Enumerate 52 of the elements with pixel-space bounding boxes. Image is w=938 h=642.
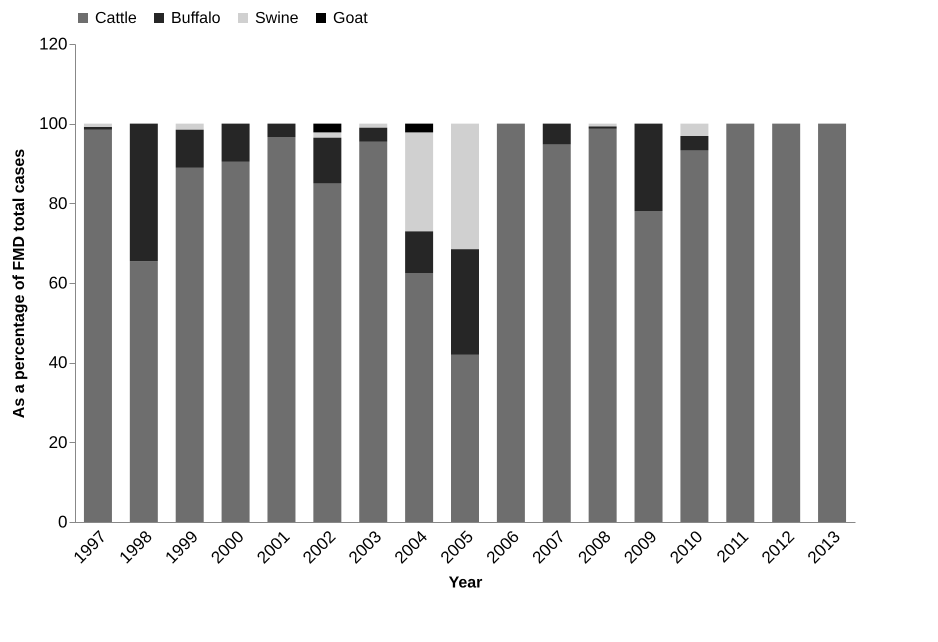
y-tick-label: 60 [48,274,68,292]
legend-label: Swine [255,10,299,27]
y-axis-title: As a percentage of FMD total cases [11,148,28,418]
bar [130,124,158,262]
bar [634,124,663,212]
y-tick-label: 40 [48,353,68,372]
bar [130,261,158,522]
bar [405,231,434,274]
bar [634,211,663,522]
bar [359,124,388,128]
bar [680,136,708,150]
bar [680,150,708,522]
bar [176,130,204,168]
bar [267,137,296,522]
bar [84,126,112,130]
bar [726,124,754,522]
bar [359,128,388,142]
legend-label: Cattle [95,10,137,27]
bar [542,124,571,144]
bar [405,124,434,132]
bar [772,124,800,522]
bar [84,124,112,127]
bar [542,144,571,522]
bar [588,128,617,522]
y-tick-label: 120 [39,34,68,54]
bar [222,162,250,522]
bar [84,130,112,522]
bar [588,124,617,126]
bar [313,124,342,132]
bar [267,124,296,138]
bar [405,132,434,232]
x-axis-title: Year [448,574,482,592]
legend-label: Goat [333,10,368,27]
bar [313,138,342,184]
legend-label: Buffalo [171,10,221,27]
bar [451,354,479,522]
bar [496,124,525,522]
bar [222,124,250,162]
bar [313,183,342,522]
bar [451,124,479,250]
bar [451,249,479,355]
bar [176,167,204,522]
bar [405,273,434,522]
y-tick-label: 80 [48,194,68,213]
bar [313,132,342,138]
y-tick-label: 100 [39,114,68,134]
y-tick-label: 20 [48,432,68,452]
bar [818,124,846,522]
bar [176,124,204,130]
bar [680,124,708,136]
bar [359,142,388,522]
y-tick-label: 0 [58,512,68,532]
